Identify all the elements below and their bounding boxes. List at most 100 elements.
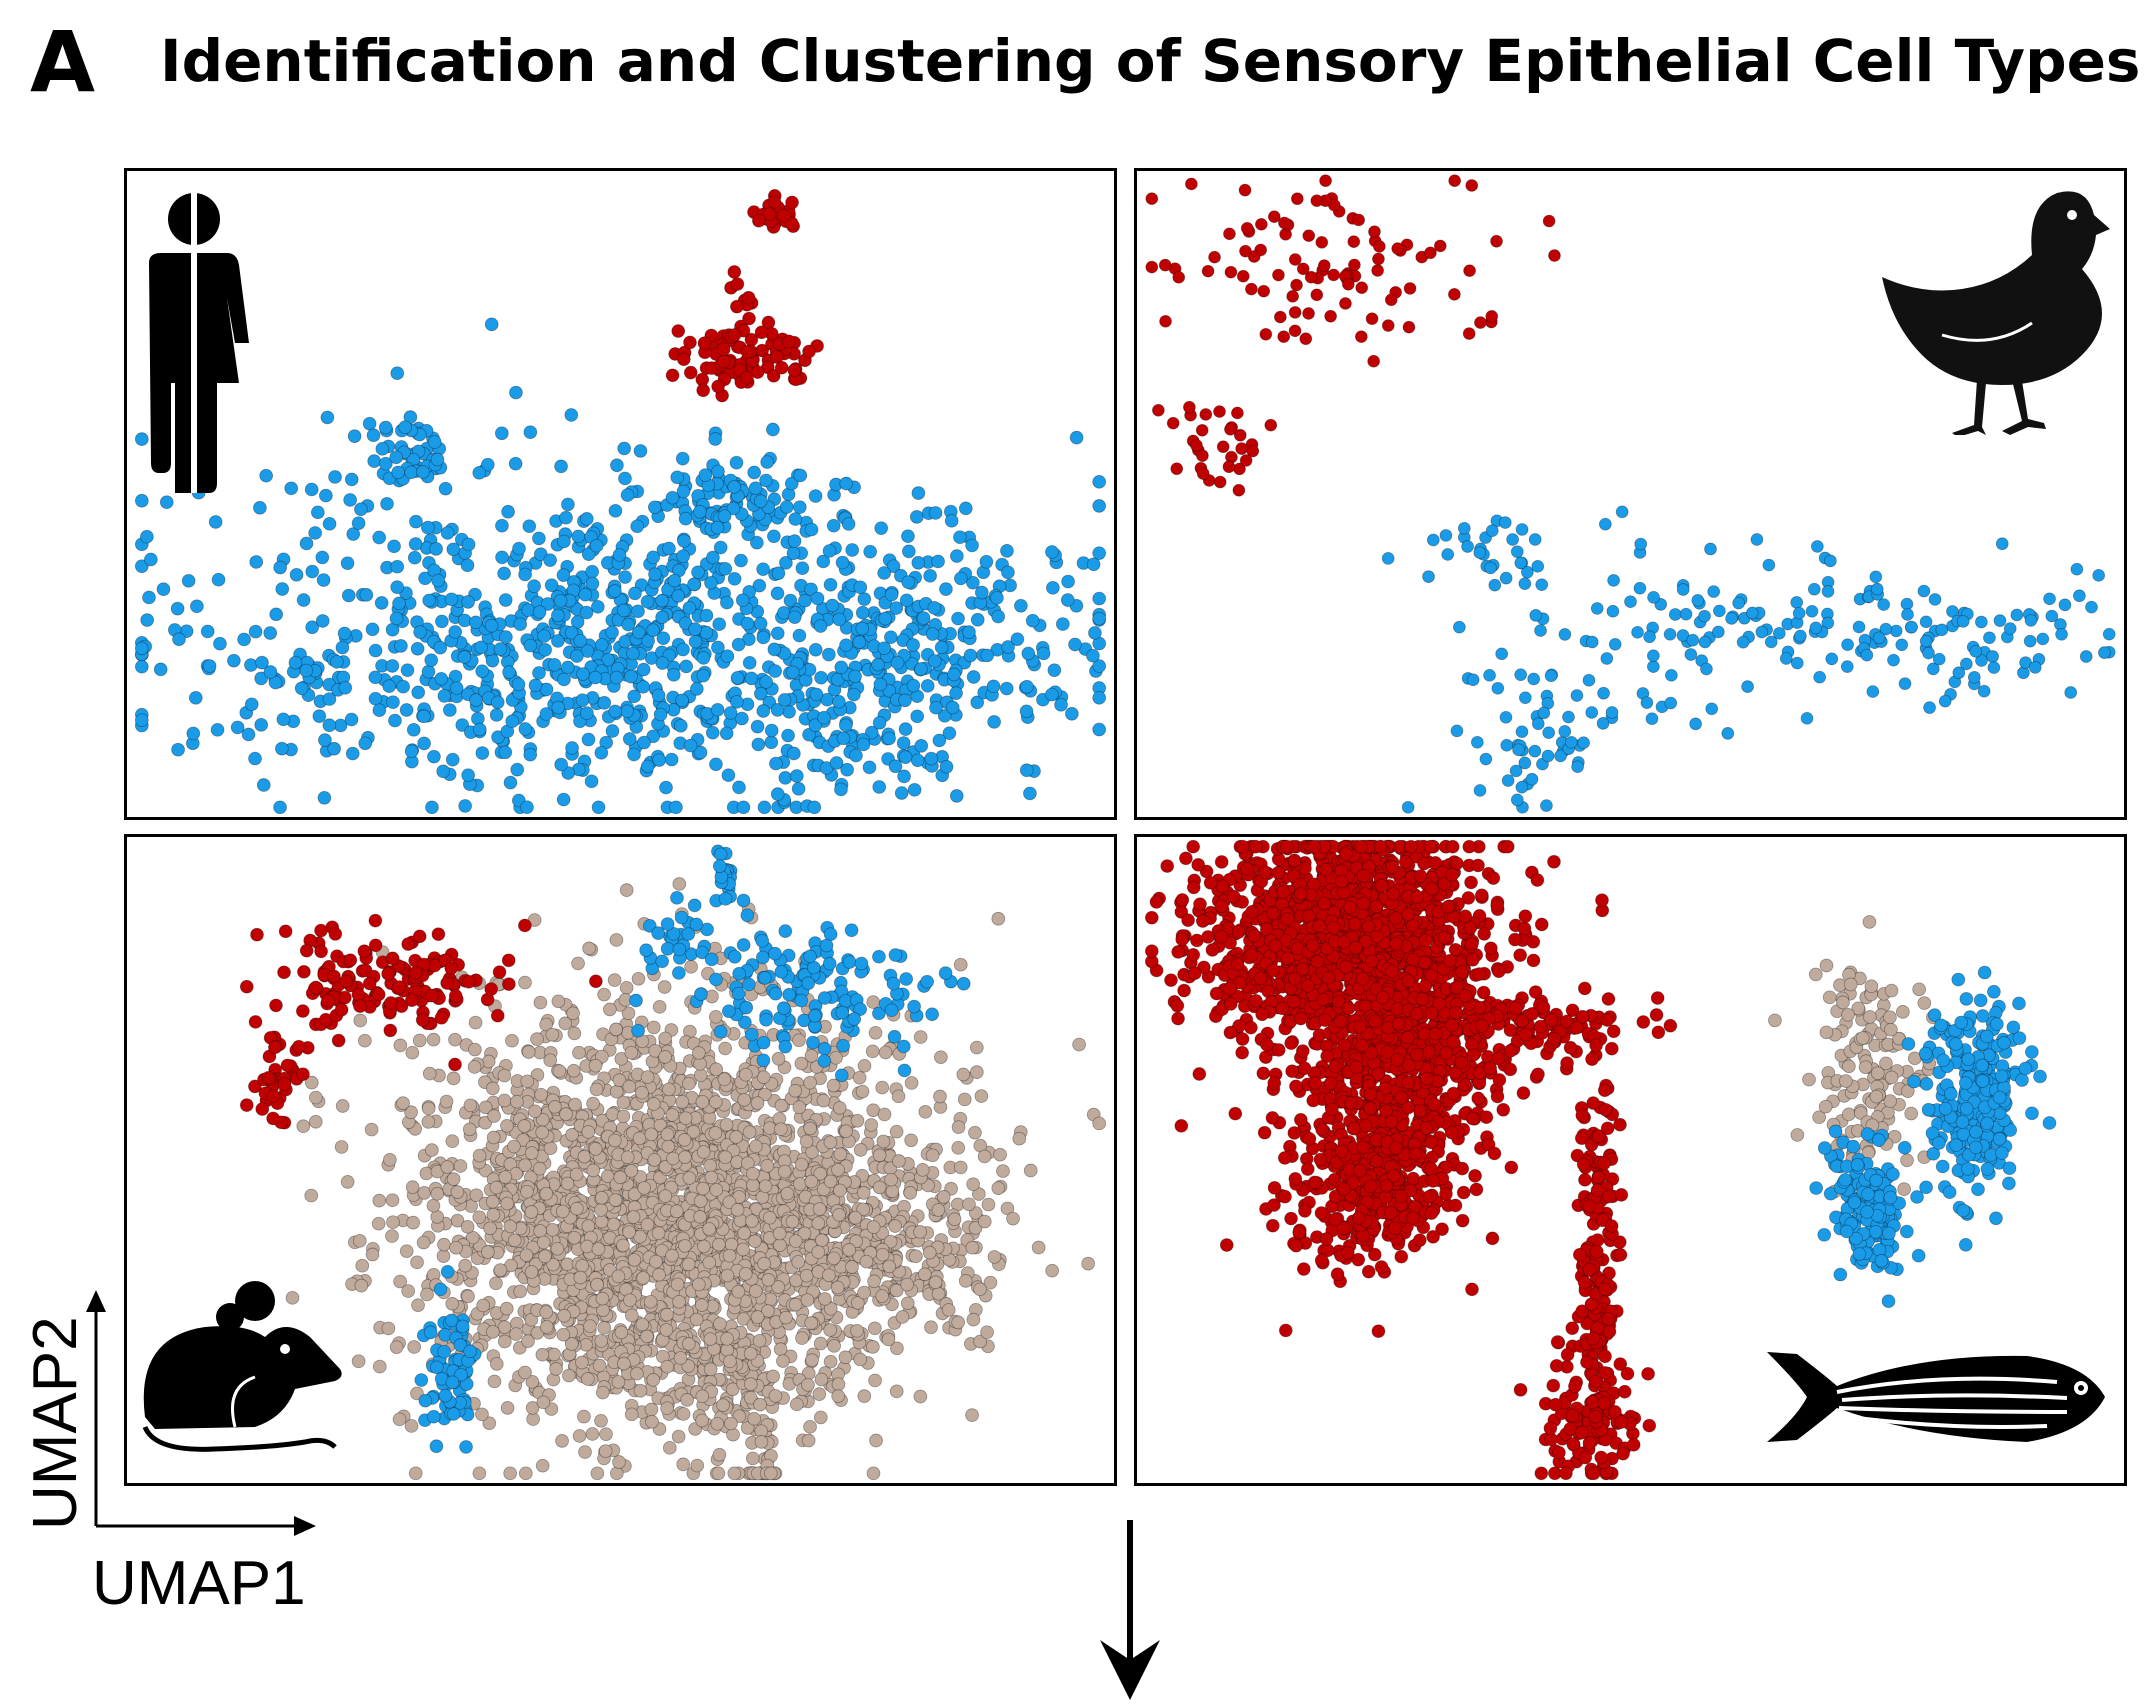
tan-cell-point	[996, 1164, 1010, 1178]
tan-cell-point	[1006, 1211, 1020, 1226]
blue-cell-point	[785, 665, 800, 680]
blue-cell-point	[882, 731, 896, 746]
tan-cell-point	[711, 1466, 726, 1481]
blue-cell-point	[1061, 574, 1075, 589]
blue-cell-point	[337, 626, 352, 641]
blue-cell-point	[910, 709, 925, 724]
red-cell-point	[1240, 221, 1254, 235]
blue-cell-point	[1664, 696, 1678, 710]
blue-cell-point	[718, 561, 733, 576]
red-cell-point	[239, 979, 254, 994]
red-cell-point	[1208, 250, 1221, 264]
blue-cell-point	[693, 504, 707, 519]
blue-cell-point	[1860, 648, 1874, 662]
tan-cell-point	[524, 1205, 539, 1219]
blue-cell-point	[1047, 663, 1062, 678]
blue-cell-point	[263, 626, 278, 640]
tan-cell-point	[903, 1186, 918, 1200]
tan-cell-point	[405, 1045, 420, 1060]
blue-cell-point	[732, 780, 746, 795]
tan-cell-point	[682, 1076, 696, 1091]
tan-cell-point	[647, 1153, 662, 1167]
tan-cell-point	[662, 1082, 676, 1097]
blue-cell-point	[190, 599, 204, 614]
tan-cell-point	[971, 1187, 986, 1201]
blue-cell-point	[882, 684, 897, 698]
tan-cell-point	[609, 1466, 624, 1481]
tan-cell-point	[469, 1188, 484, 1203]
tan-cell-point	[850, 1323, 864, 1338]
tan-cell-point	[545, 1223, 560, 1237]
blue-cell-point	[585, 576, 600, 591]
blue-cell-point	[1534, 624, 1547, 637]
blue-cell-point	[688, 634, 703, 649]
blue-cell-point	[263, 665, 278, 679]
blue-cell-point	[1679, 607, 1693, 621]
tan-cell-point	[304, 1188, 319, 1203]
blue-cell-point	[430, 452, 445, 467]
blue-cell-point	[664, 752, 679, 767]
blue-cell-point	[641, 633, 655, 648]
red-cell-point	[1273, 310, 1287, 324]
blue-cell-point	[294, 681, 309, 696]
blue-cell-point	[437, 689, 452, 703]
tan-cell-point	[590, 1277, 605, 1292]
blue-cell-point	[970, 612, 985, 627]
tan-cell-point	[619, 980, 634, 995]
blue-cell-point	[696, 651, 711, 665]
tan-cell-point	[720, 1332, 734, 1346]
red-cell-point	[1433, 239, 1447, 253]
blue-cell-point	[748, 481, 763, 495]
tan-cell-point	[713, 1317, 727, 1331]
tan-cell-point	[580, 1372, 595, 1386]
red-cell-point	[1474, 316, 1487, 329]
tan-cell-point	[392, 1412, 407, 1427]
blue-cell-point	[888, 759, 903, 774]
tan-cell-point	[627, 1253, 642, 1267]
tan-cell-point	[659, 1323, 674, 1337]
blue-cell-point	[538, 643, 553, 657]
blue-cell-point	[646, 623, 660, 637]
blue-cell-point	[784, 476, 799, 491]
tan-cell-point	[487, 1109, 501, 1123]
red-cell-point	[716, 342, 731, 357]
blue-cell-point	[344, 712, 359, 727]
tan-cell-point	[407, 1340, 422, 1354]
blue-cell-point	[1811, 540, 1824, 553]
tan-cell-point	[633, 1383, 648, 1398]
tan-cell-point	[696, 1181, 710, 1196]
tan-cell-point	[815, 1233, 829, 1248]
blue-cell-point	[328, 470, 342, 484]
blue-cell-point	[1564, 735, 1578, 749]
blue-cell-point	[1741, 680, 1754, 693]
tan-cell-point	[566, 1063, 581, 1078]
red-cell-point	[1239, 244, 1252, 258]
tan-cell-point	[708, 1009, 723, 1024]
tan-cell-point	[702, 1255, 717, 1270]
tan-cell-point	[968, 1206, 983, 1220]
blue-cell-point	[1895, 638, 1909, 652]
red-cell-point	[461, 974, 476, 989]
blue-cell-point	[140, 529, 154, 544]
tan-cell-point	[486, 1130, 501, 1145]
blue-cell-point	[1596, 717, 1610, 730]
red-cell-point	[1365, 312, 1379, 326]
blue-cell-point	[764, 735, 779, 750]
blue-cell-point	[134, 432, 149, 446]
blue-cell-point	[1668, 608, 1682, 621]
blue-cell-point	[2079, 650, 2093, 663]
red-cell-point	[353, 999, 367, 1013]
blue-cell-point	[1439, 529, 1453, 542]
red-cell-point	[665, 368, 680, 383]
tan-cell-point	[842, 1243, 857, 1257]
red-cell-point	[269, 998, 283, 1013]
tan-cell-point	[708, 1095, 723, 1109]
blue-cell-point	[687, 577, 701, 592]
tan-cell-point	[592, 1358, 607, 1373]
tan-cell-point	[889, 1124, 904, 1139]
blue-cell-point	[248, 624, 263, 639]
blue-cell-point	[766, 422, 780, 437]
blue-cell-point	[1010, 632, 1025, 646]
blue-cell-point	[735, 593, 750, 608]
tan-cell-point	[482, 1416, 497, 1430]
